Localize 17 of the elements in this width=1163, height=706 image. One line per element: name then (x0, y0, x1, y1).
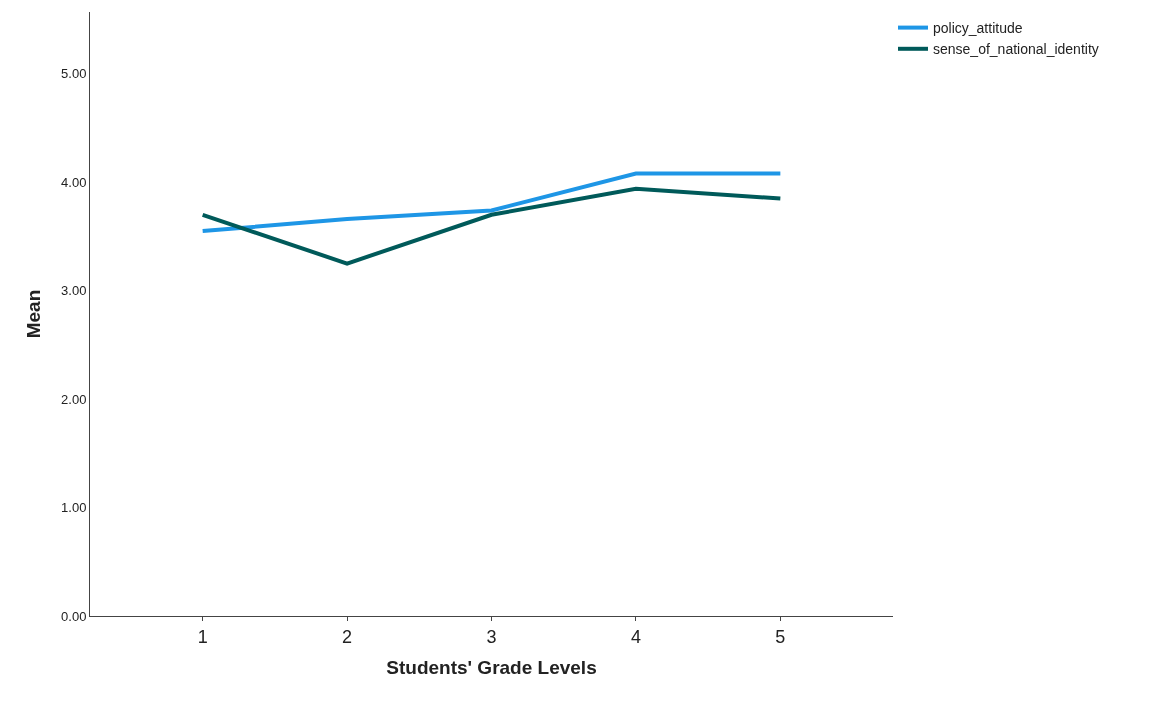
x-axis-title: Students' Grade Levels (386, 657, 597, 679)
y-tick-label: 3.00 (61, 283, 87, 299)
y-tick-label: 4.00 (61, 174, 87, 190)
y-tick-label: 5.00 (61, 66, 87, 82)
y-tick-label: 1.00 (61, 500, 87, 516)
x-tick-label: 3 (486, 626, 497, 647)
x-tick-label: 5 (775, 626, 786, 647)
y-tick-label: 2.00 (61, 391, 87, 407)
y-axis-title: Mean (22, 289, 44, 339)
line-series (200, 186, 783, 266)
legend-label: policy_attitude (933, 20, 1023, 37)
x-tick-label: 2 (342, 626, 353, 647)
line-series (200, 171, 783, 234)
y-tick-label: 0.00 (61, 608, 87, 624)
x-tick-label: 4 (630, 626, 641, 647)
x-tick-label: 1 (197, 626, 208, 647)
legend-label: sense_of_national_identity (933, 41, 1099, 58)
